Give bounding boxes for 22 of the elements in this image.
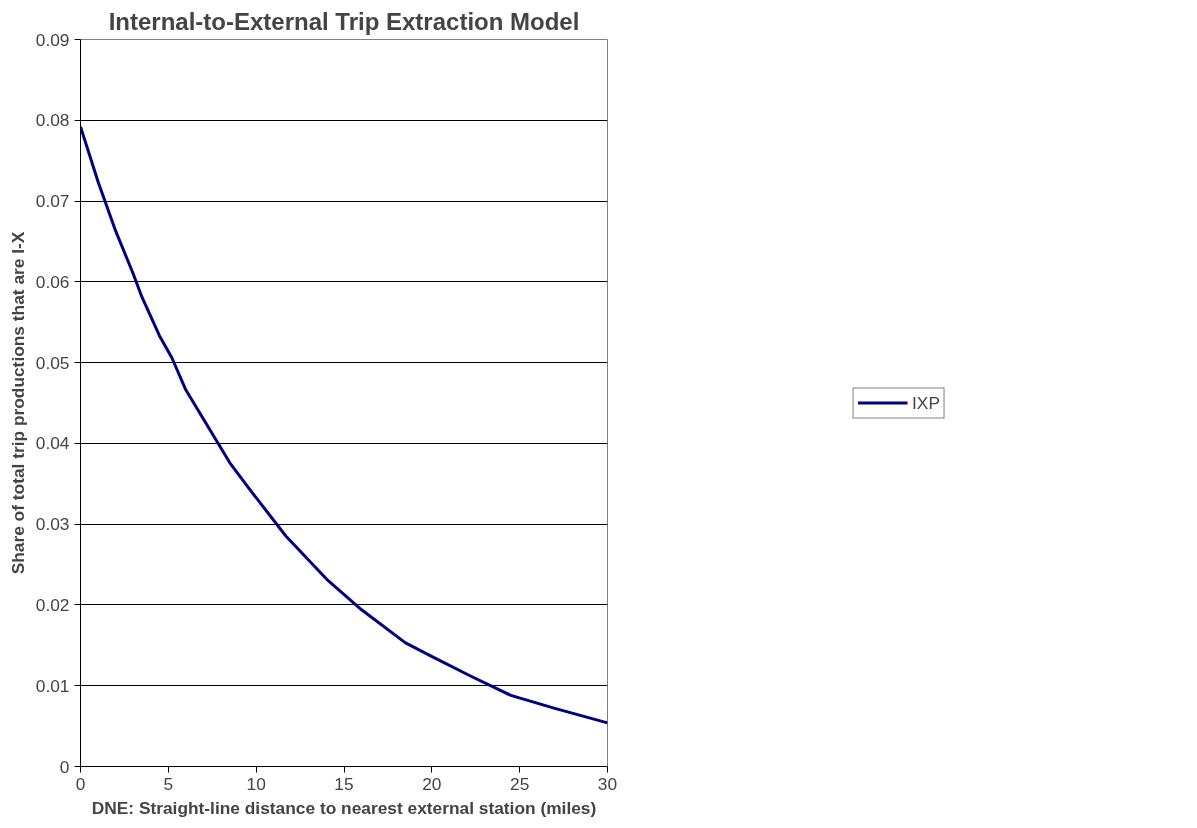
legend-label: IXP	[912, 392, 940, 413]
y-tick-label: 0.02	[35, 594, 70, 615]
x-tick-label: 0	[75, 773, 86, 794]
y-tick-label: 0.05	[35, 352, 70, 373]
x-tick-label: 5	[163, 773, 174, 794]
x-tick-label: 25	[510, 773, 530, 794]
y-tick-label: 0.04	[35, 433, 70, 454]
y-axis-title: Share of total trip productions that are I-X	[7, 231, 28, 575]
y-tick-label: 0.08	[35, 110, 70, 131]
x-tick-label: 30	[597, 773, 618, 794]
y-tick-label: 0.07	[35, 191, 70, 212]
line-series	[80, 125, 608, 725]
y-tick-label: 0.03	[35, 514, 70, 535]
x-tick-label: 10	[246, 773, 266, 794]
x-tick-label: 15	[334, 773, 354, 794]
chart-title: Internal-to-External Trip Extraction Model	[108, 7, 580, 35]
y-tick-label: 0.09	[35, 29, 70, 50]
y-tick-label: 0	[59, 756, 70, 777]
y-tick-label: 0.06	[35, 271, 70, 292]
y-tick-label: 0.01	[35, 675, 70, 696]
x-axis-title: DNE: Straight-line distance to nearest external station (miles)	[91, 797, 597, 818]
x-tick-label: 20	[422, 773, 442, 794]
